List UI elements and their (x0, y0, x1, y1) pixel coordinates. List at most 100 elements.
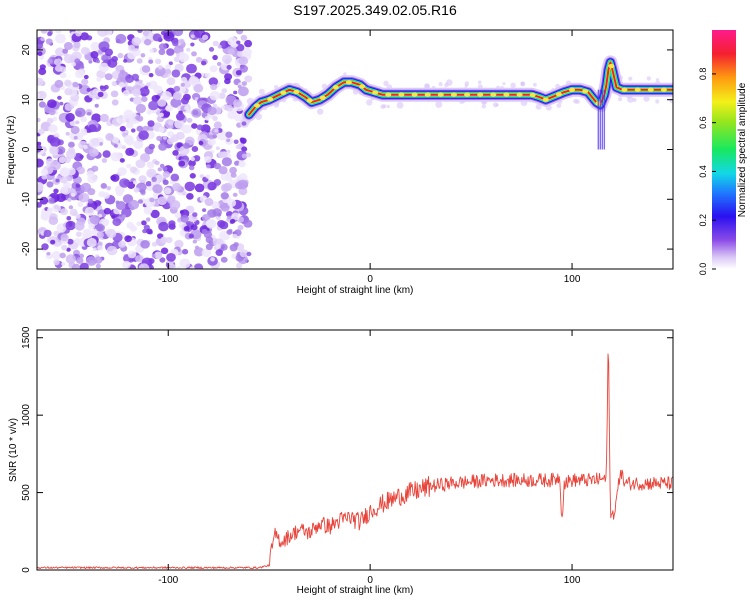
noise-blob (151, 176, 157, 182)
noise-blob (214, 128, 219, 133)
noise-blob (138, 175, 147, 183)
noise-blob (128, 44, 135, 52)
noise-blob (148, 143, 155, 150)
ridge-peak-dot (569, 87, 575, 93)
noise-blob (209, 65, 218, 73)
noise-blob (118, 82, 125, 88)
x-tick-label: 0 (367, 575, 373, 586)
noise-blob (152, 184, 163, 194)
noise-blob (126, 221, 134, 229)
noise-blob (149, 48, 154, 53)
noise-blob (217, 44, 222, 49)
noise-blob (146, 82, 151, 87)
noise-blob (122, 90, 130, 97)
ridge-halo-blob (556, 103, 562, 108)
noise-blob (189, 173, 196, 179)
y-tick-label: -10 (21, 192, 32, 207)
noise-blob (86, 87, 92, 92)
noise-blob (61, 244, 68, 251)
noise-blob (38, 55, 45, 60)
spectrogram-ylabel: Frequency (Hz) (6, 116, 17, 185)
noise-blob (68, 205, 74, 210)
noise-blob (207, 106, 217, 116)
x-tick-label: 100 (564, 274, 581, 285)
noise-blob (74, 69, 85, 79)
ridge-peak-dot (608, 63, 615, 69)
noise-blob (39, 196, 49, 205)
noise-blob (37, 158, 44, 168)
ridge-halo-blob (435, 100, 443, 108)
noise-blob (230, 172, 237, 178)
noise-blob (64, 42, 73, 50)
ridge-peak-dot (267, 97, 274, 102)
noise-blob (123, 59, 128, 63)
noise-blob (135, 255, 144, 263)
noise-blob (172, 182, 182, 192)
noise-blob (153, 85, 163, 94)
noise-blob (37, 77, 44, 86)
noise-blob (48, 124, 58, 133)
noise-blob (181, 191, 187, 196)
noise-blob (137, 199, 144, 204)
noise-blob (178, 52, 190, 63)
noise-blob (75, 107, 86, 118)
noise-blob (128, 118, 135, 125)
noise-blob (232, 233, 238, 239)
noise-blob (190, 34, 195, 39)
noise-blob (52, 116, 58, 122)
noise-blob (166, 77, 176, 86)
noise-blob (65, 254, 76, 264)
noise-blob (87, 111, 92, 116)
noise-blob (56, 175, 62, 180)
ridge-halo-blob (382, 104, 387, 109)
noise-blob (174, 212, 182, 219)
ridge-peak-dot (254, 103, 261, 108)
noise-blob (193, 263, 204, 269)
noise-blob (205, 243, 213, 250)
noise-blob (135, 159, 146, 169)
noise-blob (95, 263, 101, 269)
noise-blob (75, 30, 82, 37)
noise-blob (47, 134, 55, 141)
noise-blob (59, 252, 66, 259)
noise-blob (191, 51, 197, 57)
noise-blob (67, 197, 72, 202)
noise-blob (236, 43, 245, 52)
noise-blob (215, 244, 221, 249)
noise-blob (208, 77, 218, 86)
ridge-peak-dot (516, 92, 523, 97)
noise-blob (204, 116, 210, 121)
noise-blob (241, 146, 248, 152)
noise-blob (226, 229, 233, 235)
ridge-halo-blob (481, 104, 486, 109)
noise-blob (236, 30, 244, 35)
noise-blob (88, 223, 95, 230)
noise-blob (43, 229, 52, 238)
noise-blob (226, 138, 231, 143)
noise-blob (115, 33, 127, 44)
noise-blob (79, 65, 85, 70)
noise-blob (223, 182, 233, 192)
noise-blob (133, 187, 140, 193)
ridge-peak-dot (477, 92, 484, 97)
noise-blob (158, 127, 165, 133)
y-tick-label: 0 (21, 146, 32, 152)
noise-blob (137, 30, 143, 33)
noise-blob (163, 187, 172, 195)
noise-blob (135, 103, 146, 114)
noise-blob (56, 146, 66, 155)
noise-blob (148, 100, 159, 111)
ridge-peak-dot (555, 92, 562, 97)
noise-blob (37, 117, 41, 123)
noise-blob (142, 228, 148, 234)
noise-blob (163, 31, 175, 42)
noise-blob (148, 171, 154, 176)
noise-blob (46, 181, 54, 188)
noise-blob (66, 247, 71, 252)
noise-blob (88, 124, 97, 133)
noise-blob (102, 150, 111, 158)
noise-blob (67, 238, 74, 245)
noise-blob (112, 218, 122, 227)
